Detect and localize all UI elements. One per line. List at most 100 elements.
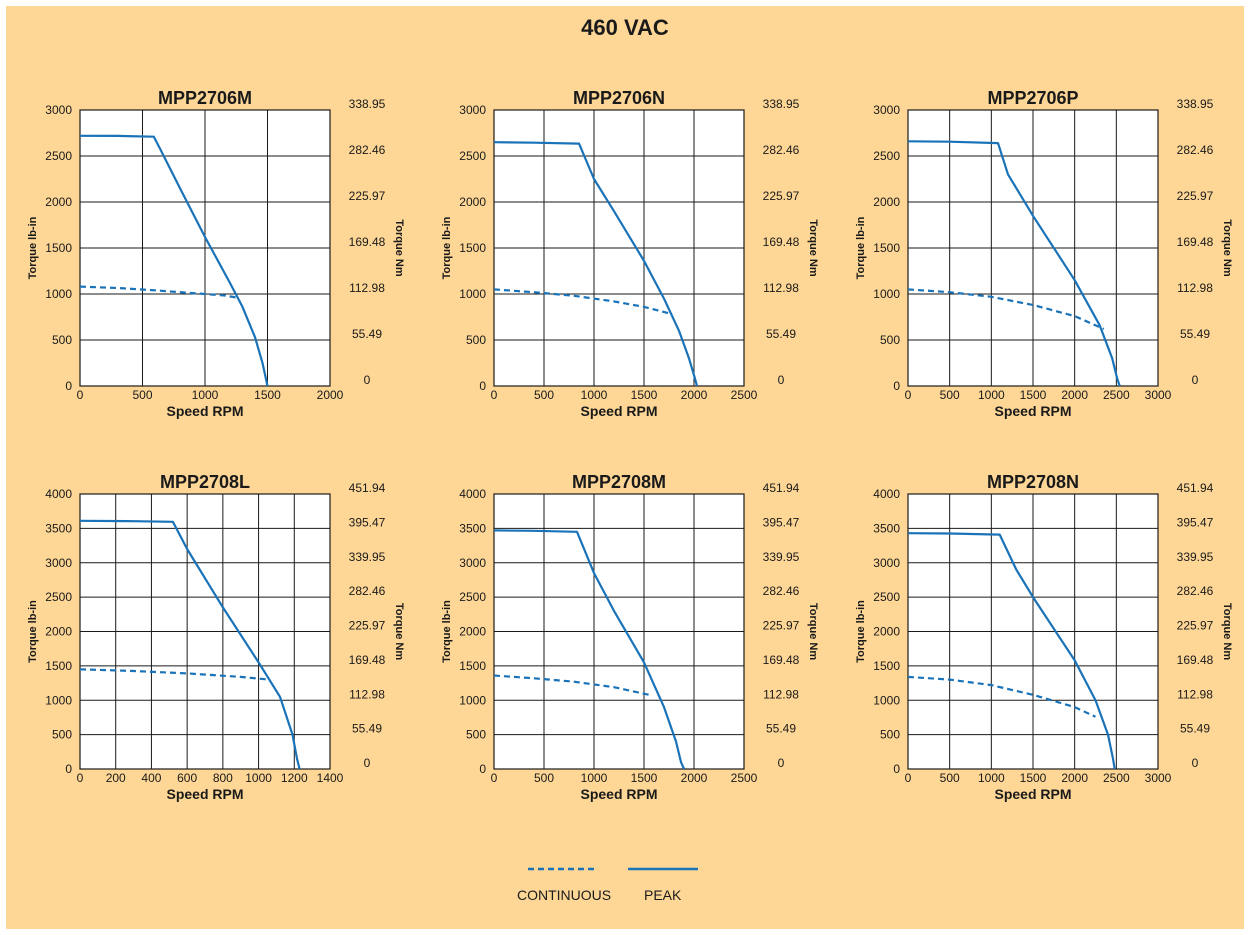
peak-curve — [907, 140, 1121, 387]
x-tick-label: 600 — [177, 771, 197, 785]
plot-frame — [493, 109, 745, 387]
y-tick-label: 0 — [479, 762, 486, 776]
y-right-tick-label: 282.46 — [1177, 143, 1214, 157]
y-axis-label-right: Torque Nm — [807, 603, 819, 660]
x-tick-label: 2000 — [681, 771, 708, 785]
y-tick-label: 4000 — [873, 487, 900, 501]
y-right-tick-label: 169.48 — [349, 235, 386, 249]
y-axis-label: Torque lb-in — [855, 600, 867, 663]
y-right-tick-label: 112.98 — [349, 281, 385, 295]
y-tick-label: 500 — [466, 728, 486, 742]
y-right-tick-label: 282.46 — [1177, 584, 1214, 598]
y-right-tick-label: 169.48 — [763, 235, 800, 249]
x-tick-label: 0 — [905, 771, 912, 785]
y-tick-label: 500 — [52, 728, 72, 742]
x-tick-label: 200 — [106, 771, 126, 785]
y-right-tick-label: 339.95 — [763, 550, 800, 564]
y-right-tick-label: 169.48 — [763, 653, 800, 667]
x-tick-label: 2500 — [1103, 771, 1130, 785]
y-tick-label: 2000 — [45, 625, 72, 639]
y-tick-label: 1000 — [459, 287, 486, 301]
y-right-tick-label: 282.46 — [349, 143, 386, 157]
x-tick-label: 0 — [491, 388, 498, 402]
y-right-tick-label: 395.47 — [349, 515, 386, 529]
x-axis-label: Speed RPM — [994, 786, 1071, 802]
x-tick-label: 0 — [77, 771, 84, 785]
y-right-tick-label: 55.49 — [352, 722, 382, 736]
y-right-tick-label: 169.48 — [1177, 235, 1214, 249]
x-tick-label: 1500 — [631, 771, 658, 785]
y-right-tick-label: 395.47 — [1177, 515, 1214, 529]
y-right-tick-label: 339.95 — [349, 550, 386, 564]
y-tick-label: 1000 — [45, 693, 72, 707]
x-tick-label: 800 — [213, 771, 233, 785]
x-tick-label: 3000 — [1145, 388, 1172, 402]
peak-curve — [493, 529, 686, 770]
legend-continuous-label: CONTINUOUS — [517, 887, 612, 903]
continuous-curve — [907, 675, 1096, 718]
x-tick-label: 1500 — [631, 388, 658, 402]
y-right-tick-label: 282.46 — [763, 584, 800, 598]
y-right-tick-label: 225.97 — [349, 189, 386, 203]
plot-frame — [79, 109, 331, 387]
y-right-tick-label: 451.94 — [763, 481, 800, 495]
y-right-tick-label: 55.49 — [1180, 722, 1210, 736]
y-tick-label: 3500 — [45, 521, 72, 535]
y-right-tick-label: 0 — [778, 756, 785, 770]
chart-title: MPP2706N — [573, 88, 665, 108]
x-tick-label: 2000 — [1061, 388, 1088, 402]
x-tick-label: 2500 — [731, 388, 758, 402]
y-right-tick-label: 0 — [778, 373, 785, 387]
y-tick-label: 0 — [479, 379, 486, 393]
y-right-tick-label: 55.49 — [352, 327, 382, 341]
y-tick-label: 3000 — [459, 103, 486, 117]
y-right-tick-label: 112.98 — [1177, 687, 1213, 701]
y-axis-label: Torque lb-in — [855, 216, 867, 279]
y-axis-label-right: Torque Nm — [1221, 219, 1233, 276]
x-axis-label: Speed RPM — [166, 403, 243, 419]
y-tick-label: 3000 — [45, 103, 72, 117]
y-tick-label: 500 — [466, 333, 486, 347]
y-right-tick-label: 225.97 — [1177, 619, 1214, 633]
y-tick-label: 2000 — [45, 195, 72, 209]
y-tick-label: 1000 — [873, 693, 900, 707]
y-tick-label: 2500 — [873, 590, 900, 604]
y-right-tick-label: 0 — [364, 756, 371, 770]
x-tick-label: 1500 — [1020, 771, 1047, 785]
y-tick-label: 1500 — [459, 659, 486, 673]
y-tick-label: 2000 — [873, 195, 900, 209]
x-tick-label: 0 — [491, 771, 498, 785]
peak-curve — [493, 141, 699, 387]
x-tick-label: 500 — [940, 771, 960, 785]
y-right-tick-label: 169.48 — [1177, 653, 1214, 667]
y-right-tick-label: 112.98 — [763, 281, 799, 295]
y-tick-label: 2500 — [873, 149, 900, 163]
y-right-tick-label: 338.95 — [1177, 97, 1214, 111]
x-tick-label: 400 — [141, 771, 161, 785]
y-tick-label: 2000 — [459, 195, 486, 209]
x-tick-label: 1000 — [245, 771, 272, 785]
x-tick-label: 1400 — [317, 771, 344, 785]
y-tick-label: 500 — [880, 728, 900, 742]
chart-title: MPP2708M — [572, 472, 666, 492]
y-right-tick-label: 112.98 — [1177, 281, 1213, 295]
y-right-tick-label: 0 — [1192, 373, 1199, 387]
chart-title: MPP2706P — [987, 88, 1078, 108]
plot-frame — [493, 493, 745, 770]
y-right-tick-label: 451.94 — [349, 481, 386, 495]
y-tick-label: 1500 — [459, 241, 486, 255]
y-tick-label: 2000 — [459, 625, 486, 639]
y-tick-label: 3000 — [873, 103, 900, 117]
y-tick-label: 500 — [880, 333, 900, 347]
x-tick-label: 500 — [132, 388, 152, 402]
x-tick-label: 1000 — [192, 388, 219, 402]
y-right-tick-label: 225.97 — [349, 619, 386, 633]
plot-frame — [907, 109, 1159, 387]
x-tick-label: 1500 — [1020, 388, 1047, 402]
y-tick-label: 1000 — [459, 693, 486, 707]
y-tick-label: 4000 — [459, 487, 486, 501]
